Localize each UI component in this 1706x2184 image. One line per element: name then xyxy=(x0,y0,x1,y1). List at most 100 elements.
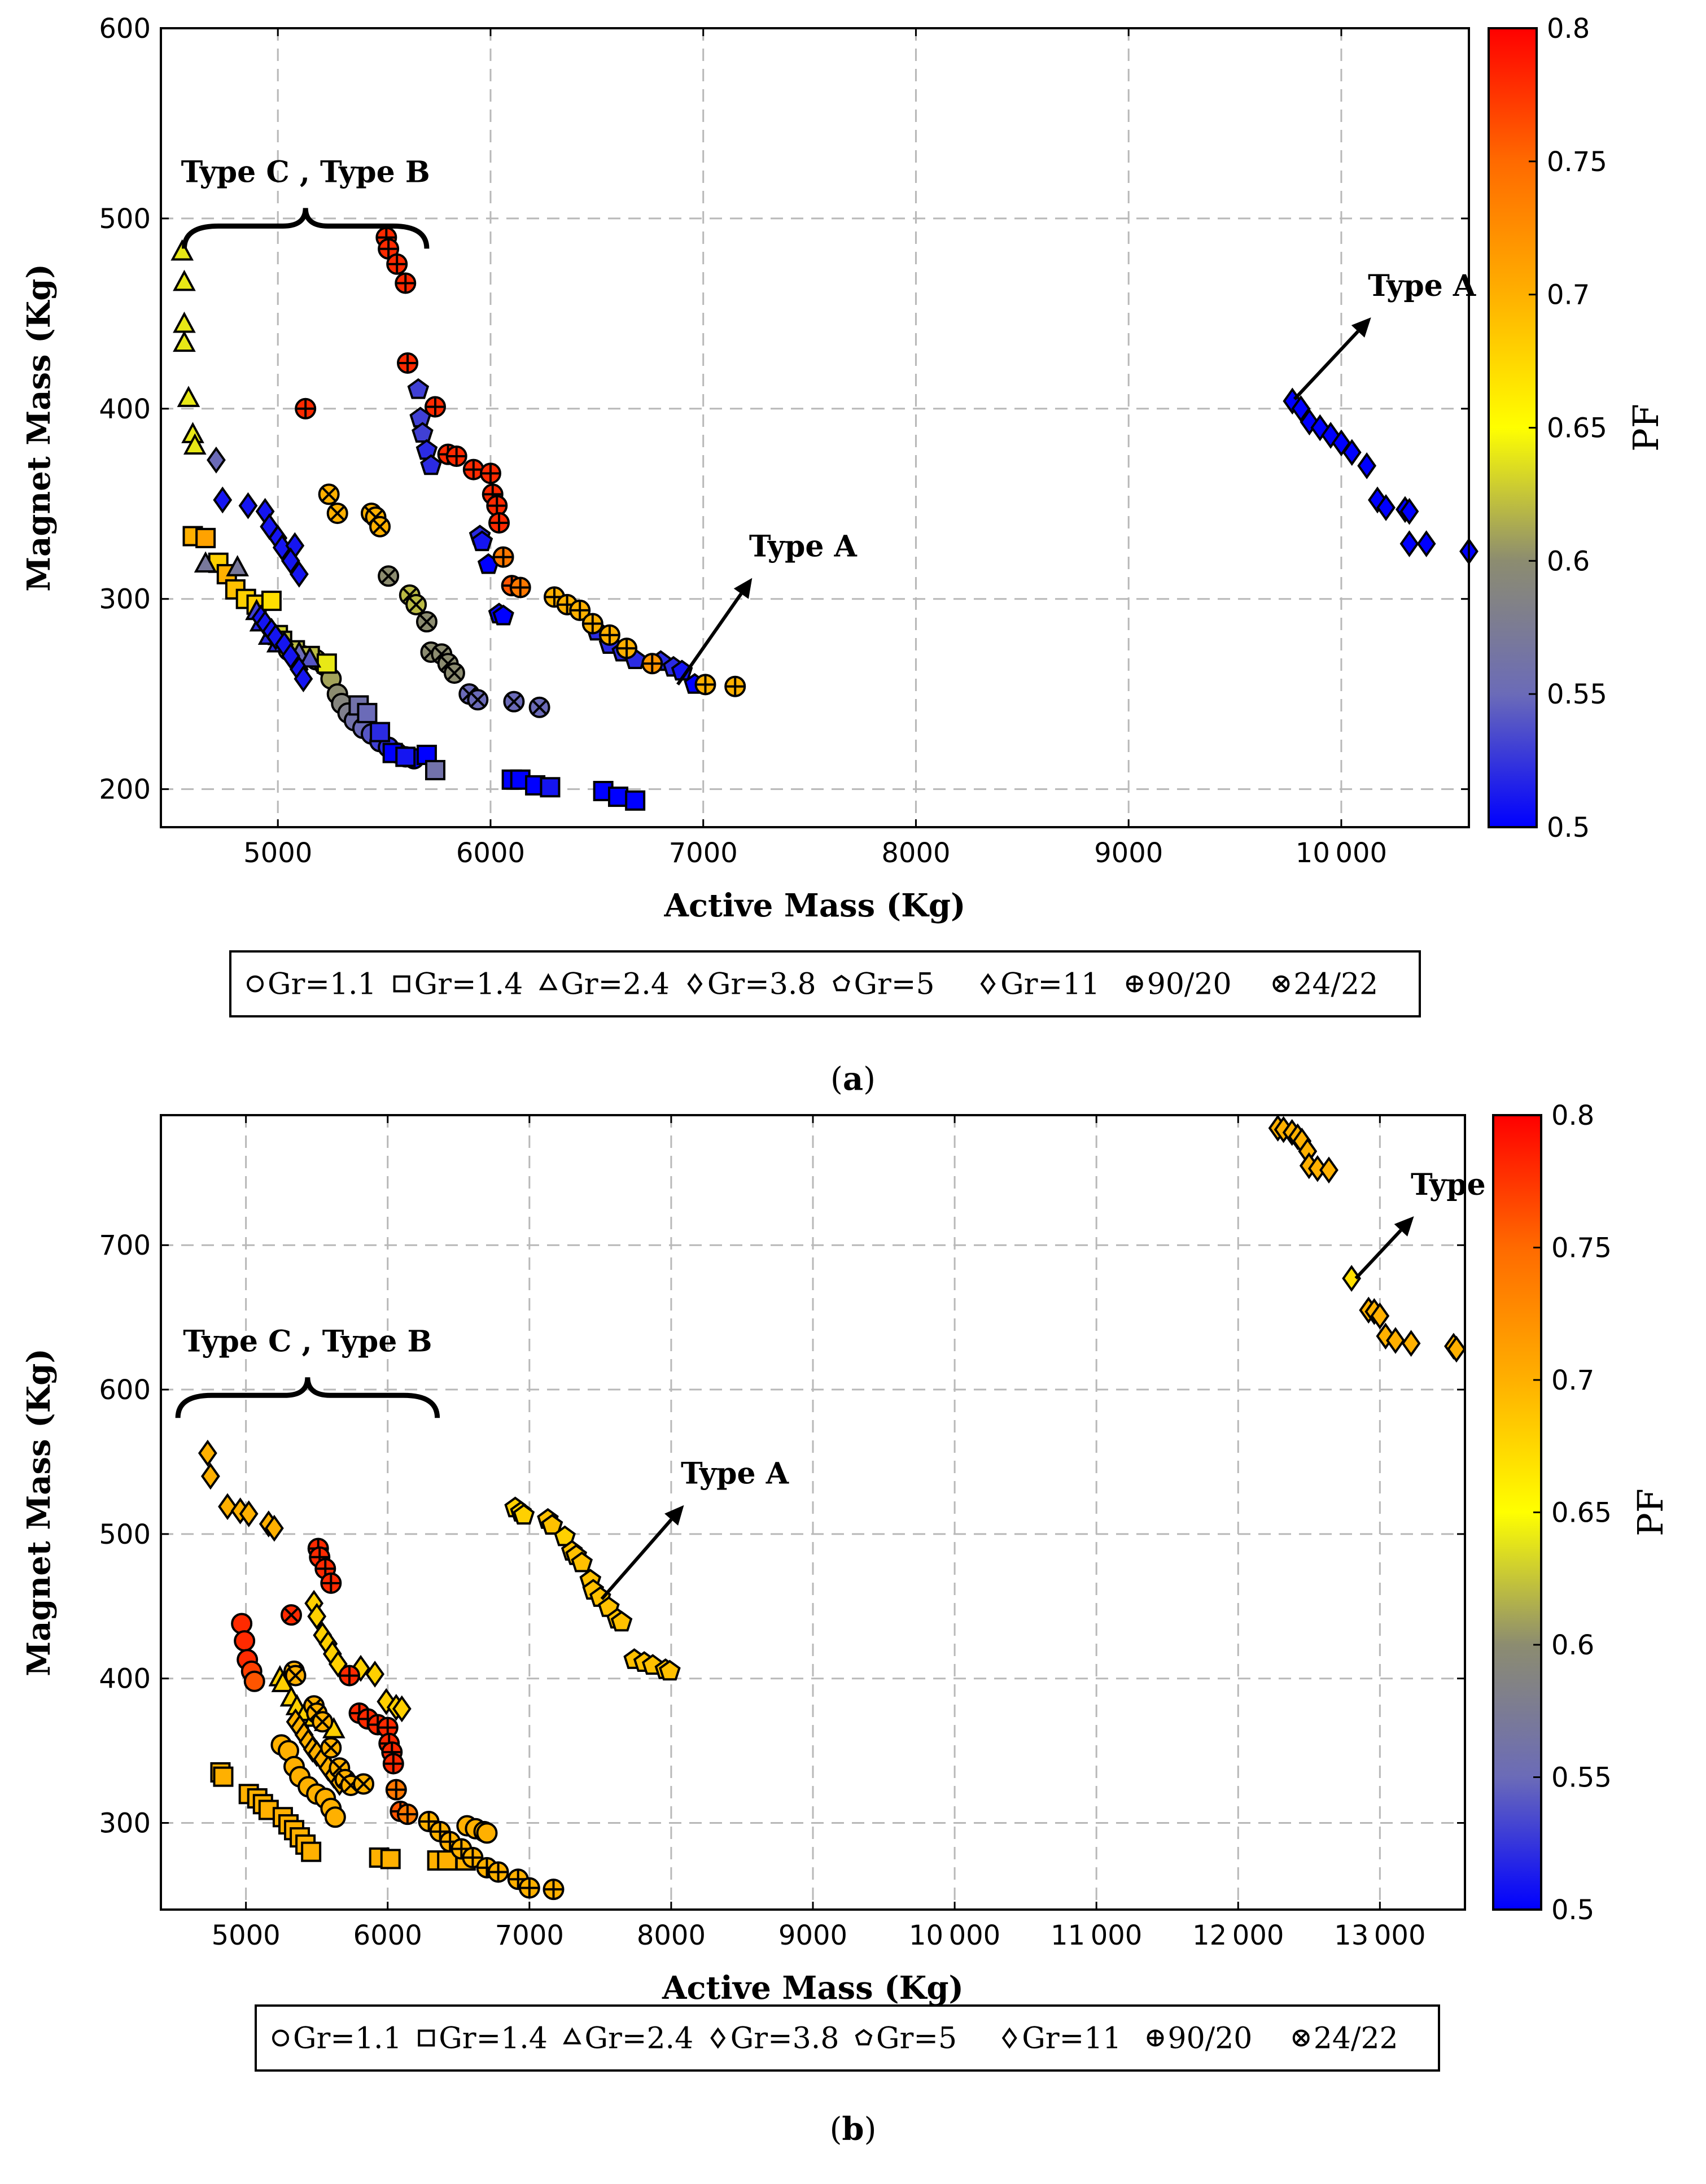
x-tick-label: 10 000 xyxy=(1296,837,1387,869)
legend-marker-stroke xyxy=(1275,977,1287,990)
data-point xyxy=(1342,1265,1362,1292)
legend-item: Gr=2.4 xyxy=(563,2022,693,2056)
data-point-stroke xyxy=(419,614,435,630)
annotation-label: Type A xyxy=(1368,269,1476,303)
legend-marker xyxy=(833,975,850,991)
arrow-head xyxy=(1394,1216,1414,1237)
data-point-stroke xyxy=(408,597,424,613)
data-point-stroke xyxy=(506,694,522,709)
plot-frame xyxy=(160,1114,1466,1911)
legend-marker xyxy=(247,975,264,993)
legend-item: Gr=11 xyxy=(1001,2022,1121,2056)
legend-box xyxy=(255,2004,1440,2072)
colorbar-label: PF xyxy=(1630,1488,1671,1536)
y-tick-label: 500 xyxy=(99,1519,151,1550)
y-tick-label: 600 xyxy=(99,1374,151,1406)
data-point-stroke xyxy=(434,647,449,662)
data-point xyxy=(194,551,217,573)
data-point xyxy=(198,1439,217,1467)
data-point xyxy=(1386,1327,1405,1354)
data-point xyxy=(195,527,216,548)
y-tick-label: 500 xyxy=(99,203,151,235)
data-point xyxy=(1401,1330,1421,1357)
legend-item: Gr=11 xyxy=(980,968,1100,1002)
colorbar-tick-label: 0.7 xyxy=(1551,1365,1594,1396)
colorbar-tick-label: 0.5 xyxy=(1551,1894,1594,1926)
brace xyxy=(175,1377,440,1418)
data-point xyxy=(554,1525,576,1547)
y-tick-label: 400 xyxy=(99,1663,151,1695)
series-gr-3-8 xyxy=(207,446,313,693)
data-point xyxy=(173,269,196,291)
x-tick-label: 5000 xyxy=(212,1920,281,1951)
annotation-arrow xyxy=(676,592,743,686)
data-point xyxy=(1310,414,1330,442)
data-point xyxy=(659,1659,681,1681)
colorbar-tick-label: 0.55 xyxy=(1547,679,1607,710)
data-point xyxy=(207,446,226,474)
colorbar-tick-label: 0.6 xyxy=(1547,545,1590,577)
legend-label: Gr=5 xyxy=(876,2022,957,2056)
caption-letter: a xyxy=(843,1060,863,1098)
data-point xyxy=(1357,452,1377,479)
data-point-stroke xyxy=(314,1714,330,1729)
caption-letter: b xyxy=(842,2111,864,2148)
series-gr-11 xyxy=(1283,387,1478,565)
legend-marker xyxy=(855,2029,873,2046)
data-point xyxy=(213,1766,234,1787)
legend-item: Gr=3.8 xyxy=(710,2022,839,2056)
data-point xyxy=(395,746,416,767)
data-point xyxy=(1300,408,1319,436)
y-tick-label: 700 xyxy=(99,1230,151,1261)
data-point xyxy=(420,454,442,475)
legend-label: Gr=1.1 xyxy=(268,968,377,1002)
legend-item: Gr=1.1 xyxy=(272,2022,402,2056)
annotation-arrow xyxy=(600,1518,673,1600)
data-point xyxy=(294,665,313,693)
colorbar xyxy=(1488,27,1538,828)
data-point-stroke xyxy=(288,1668,303,1683)
data-point-stroke xyxy=(332,1760,347,1776)
data-point xyxy=(281,642,300,670)
x-tick-label: 6000 xyxy=(353,1920,422,1951)
colorbar-tick-label: 0.55 xyxy=(1551,1762,1612,1794)
y-tick-label: 600 xyxy=(99,13,151,45)
data-point xyxy=(1399,497,1419,525)
x-axis-title: Active Mass (Kg) xyxy=(662,1969,964,2007)
legend-item: Gr=1.4 xyxy=(418,2022,548,2056)
data-point xyxy=(243,1670,265,1692)
x-tick-label: 11 000 xyxy=(1051,1920,1142,1951)
plot-frame xyxy=(160,27,1470,828)
x-tick-label: 8000 xyxy=(881,837,950,869)
data-point xyxy=(226,555,249,576)
legend-label: Gr=3.8 xyxy=(707,968,816,1002)
legend-item: 90/20 xyxy=(1147,2022,1253,2056)
series-24-22 xyxy=(281,1604,375,1796)
data-point xyxy=(610,1610,633,1632)
data-point xyxy=(289,561,309,588)
caption-paren: ( xyxy=(830,1061,843,1098)
series-24-22 xyxy=(318,483,550,718)
legend-label: Gr=2.4 xyxy=(561,968,670,1002)
colorbar-tick-label: 0.65 xyxy=(1547,413,1607,444)
y-tick-label: 200 xyxy=(99,774,151,806)
legend-label: 90/20 xyxy=(1168,2022,1253,2056)
data-point xyxy=(1319,1156,1338,1184)
x-tick-label: 6000 xyxy=(456,837,525,869)
annotation-label: Type C , Type B xyxy=(181,155,430,189)
series-gr-11 xyxy=(1268,1115,1466,1363)
x-tick-label: 5000 xyxy=(243,837,312,869)
annotation-label: Type A xyxy=(681,1457,789,1491)
series-gr-3-8 xyxy=(198,1439,412,1796)
grid xyxy=(161,28,1469,827)
data-point-stroke xyxy=(470,692,485,707)
x-tick-label: 10 000 xyxy=(909,1920,1000,1951)
y-tick-label: 300 xyxy=(99,1808,151,1840)
legend-label: 90/20 xyxy=(1147,968,1232,1002)
legend-label: Gr=5 xyxy=(854,968,935,1002)
legend-label: Gr=11 xyxy=(1000,968,1100,1002)
caption-paren: ) xyxy=(863,1061,876,1098)
data-point-stroke xyxy=(283,1607,299,1623)
x-tick-label: 13 000 xyxy=(1334,1920,1425,1951)
annotation-label: Type C , Type B xyxy=(183,1324,432,1359)
